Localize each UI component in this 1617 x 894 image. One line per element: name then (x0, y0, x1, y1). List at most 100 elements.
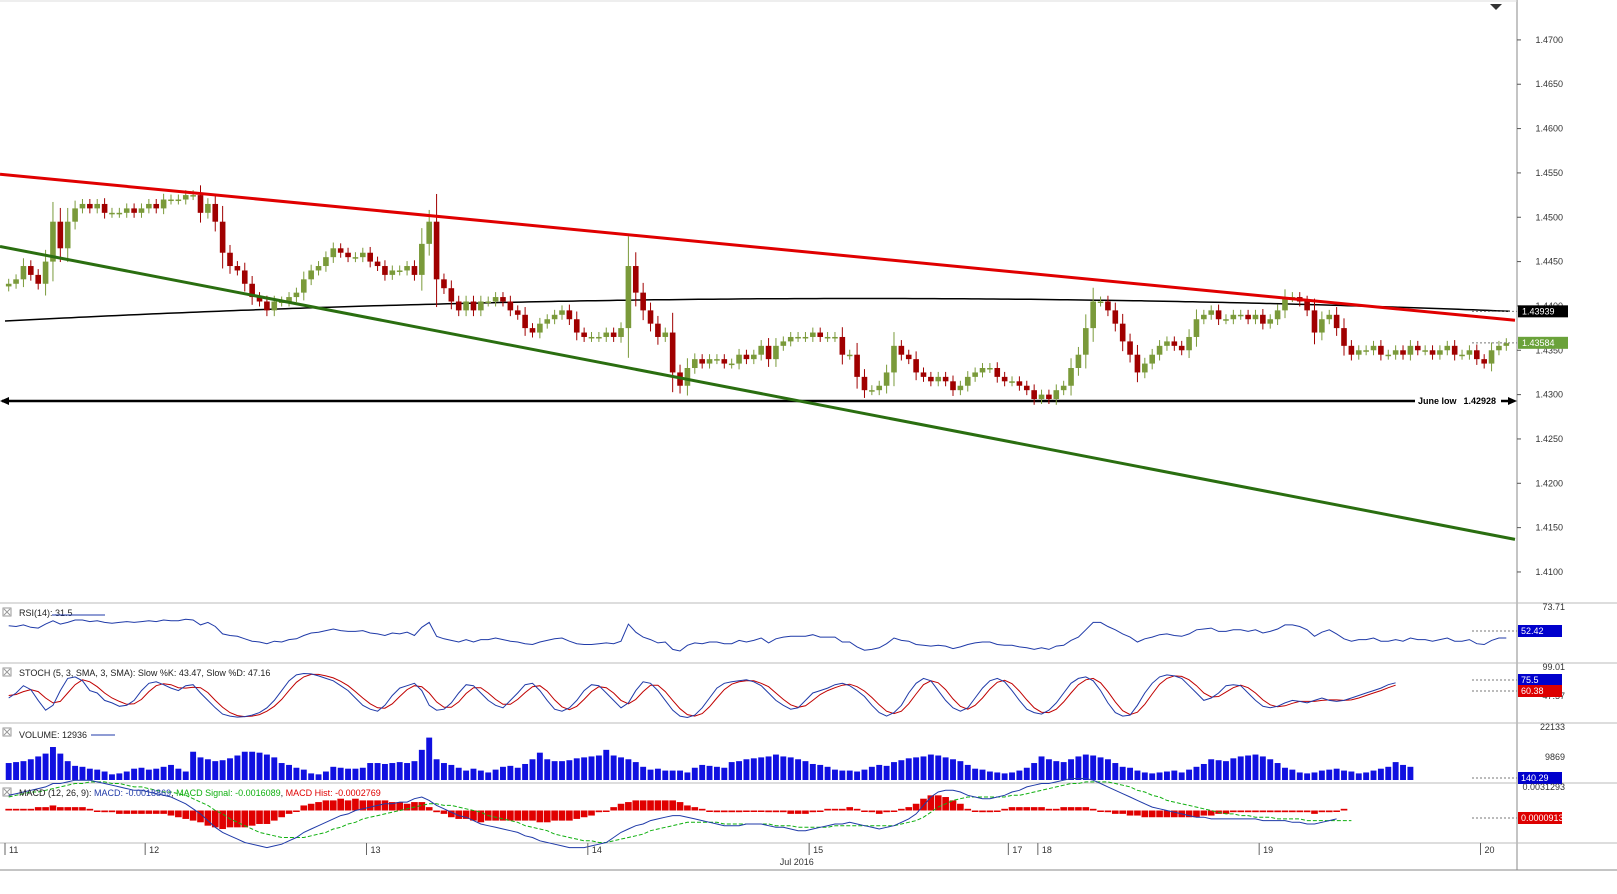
volume-bar (308, 773, 315, 780)
june-low-label: June low (1418, 396, 1458, 406)
macd-hist-bar (757, 810, 765, 812)
volume-bar (1318, 770, 1325, 780)
macd-hist-bar (256, 810, 263, 824)
volume-bar (145, 769, 152, 780)
panel-close-icon[interactable] (2, 607, 12, 617)
volume-bar (669, 770, 676, 780)
candle-body (1400, 350, 1406, 355)
candle-body (1068, 368, 1074, 386)
macd-hist-bar (521, 810, 529, 821)
volume-bar (1333, 768, 1340, 780)
macd-hist-bar (1141, 810, 1149, 818)
june-low-value: 1.42928 (1463, 396, 1496, 406)
volume-bar (204, 759, 211, 780)
candle-body (655, 323, 661, 337)
volume-bar (470, 768, 477, 780)
volume-bar (713, 766, 720, 780)
stoch-slow-d-line (8, 673, 1396, 718)
price-tick-label: 1.4550 (1535, 168, 1563, 178)
macd-hist-bar (204, 810, 212, 826)
price-tick-label: 1.4600 (1535, 124, 1563, 134)
candle-body (537, 323, 543, 333)
candle-body (256, 297, 263, 302)
volume-bar (950, 759, 956, 780)
macd-hist-bar (182, 810, 190, 819)
macd-hist-bar (278, 810, 285, 818)
volume-bar (94, 769, 101, 780)
macd-hist-bar (1148, 810, 1156, 818)
macd-hist-bar (79, 807, 86, 811)
candle-body (146, 203, 152, 209)
candle-body (367, 252, 373, 262)
macd-hist-bar (898, 808, 905, 811)
volume-bar (1377, 768, 1384, 780)
volume-bar (507, 765, 514, 780)
candle-body (913, 359, 919, 373)
volume-bar (750, 758, 757, 780)
date-tick-label: 19 (1263, 845, 1273, 855)
macd-axis-label: 0.0031293 (1522, 782, 1565, 792)
macd-hist-bar (588, 810, 595, 816)
volume-bar (1282, 767, 1288, 780)
volume-bar (1348, 771, 1355, 780)
candle-body (640, 292, 646, 311)
price-tag-label: 1.43584 (1522, 338, 1555, 348)
volume-bar (1400, 764, 1406, 780)
price-tick-label: 1.4300 (1535, 390, 1563, 400)
macd-hist-bar (1067, 807, 1075, 811)
candle-body (1407, 345, 1414, 355)
candle-body (780, 341, 787, 346)
volume-bar (50, 747, 56, 780)
volume-bar (1370, 770, 1377, 780)
macd-hist-bar (1134, 810, 1141, 816)
indicator-tag-label: 52.42 (1521, 626, 1544, 636)
candle-body (396, 270, 403, 272)
volume-bar (1141, 772, 1148, 780)
volume-bar (972, 768, 979, 780)
candle-body (765, 345, 772, 360)
candle-body (205, 203, 211, 213)
panel-close-icon[interactable] (2, 787, 12, 797)
price-tick-label: 1.4200 (1535, 478, 1563, 488)
panel-close-icon[interactable] (2, 667, 12, 677)
candle-body (352, 257, 359, 259)
candle-body (891, 345, 897, 373)
macd-hist-bar (566, 810, 573, 821)
macd-hist-bar (772, 810, 780, 813)
candle-body (795, 336, 801, 339)
panel-close-icon[interactable] (2, 727, 12, 737)
volume-bar (920, 756, 927, 780)
macd-hist-bar (1038, 807, 1045, 811)
macd-signal-line (8, 781, 1352, 843)
volume-axis-label: 9869 (1545, 752, 1565, 762)
volume-bar (883, 765, 890, 780)
macd-hist-bar (1111, 810, 1119, 814)
volume-bar (404, 763, 411, 780)
macd-hist-bar (765, 810, 772, 813)
candle-body (721, 359, 728, 364)
macd-hist-bar (794, 810, 802, 814)
candle-body (168, 199, 174, 202)
macd-hist-bar (1252, 810, 1259, 813)
candle-body (1119, 323, 1126, 342)
dropdown-arrow-icon[interactable] (1490, 4, 1502, 10)
volume-bar (824, 766, 831, 780)
candle-body (1466, 350, 1473, 355)
macd-hist-bar (1207, 810, 1215, 816)
volume-bar (1230, 758, 1237, 780)
panel-close-icon (3, 788, 11, 796)
candle-body (751, 354, 757, 360)
candle-body (957, 385, 964, 391)
date-tick-label: 18 (1042, 845, 1052, 855)
macd-hist-bar (1082, 807, 1090, 811)
volume-bar (1296, 772, 1303, 780)
volume-bar (736, 761, 743, 780)
macd-hist-bar (1333, 810, 1340, 812)
macd-hist-bar (1126, 810, 1134, 816)
candle-body (669, 332, 676, 373)
volume-bar (485, 772, 492, 780)
macd-hist-bar (676, 802, 684, 811)
macd-hist-bar (669, 800, 676, 811)
volume-bar (677, 770, 683, 780)
macd-hist-bar (1119, 810, 1127, 814)
